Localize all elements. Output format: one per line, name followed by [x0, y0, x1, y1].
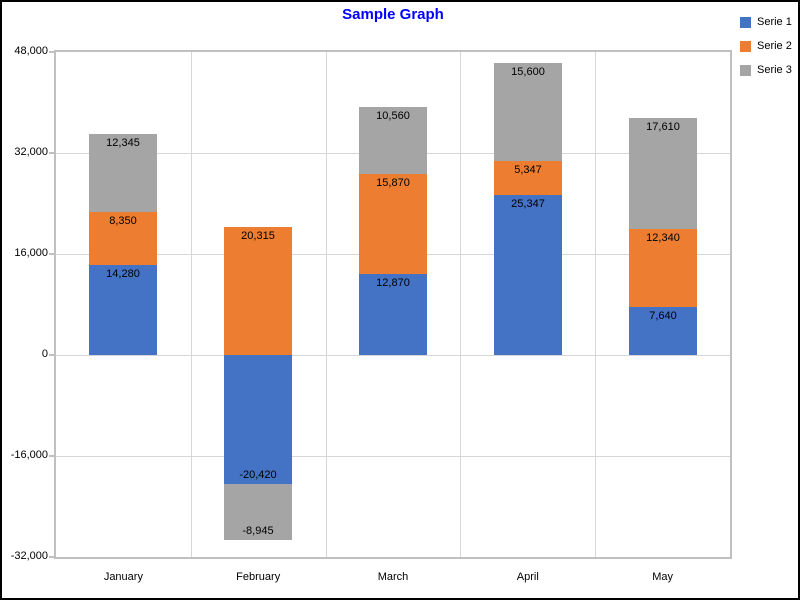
gridline-vertical — [326, 52, 327, 557]
plot-area: 14,280 8,350 12,345 -20,420 20,315 -8,945 12,8… — [54, 50, 732, 559]
y-axis-tick — [49, 354, 54, 356]
gridline-horizontal — [56, 456, 730, 457]
bar-value-label: -8,945 — [242, 525, 274, 538]
bar-value-label: 25,347 — [511, 197, 545, 210]
bar-value-label: 12,340 — [646, 231, 680, 244]
y-axis-tick — [49, 51, 54, 53]
x-axis-label-january: January — [103, 571, 143, 583]
gridline-vertical — [191, 52, 192, 557]
gridline-horizontal — [56, 355, 730, 356]
x-axis-label-february: February — [236, 571, 281, 583]
bar-value-label: 15,600 — [511, 65, 545, 78]
y-axis-label: 48,000 — [14, 45, 48, 57]
bar-segment-serie-1-january — [89, 264, 157, 355]
legend-swatch-serie-3 — [740, 64, 751, 76]
bar-segment-serie-1-april — [494, 194, 562, 355]
bar-segment-serie-1-february — [224, 355, 292, 484]
y-axis-label: 16,000 — [14, 247, 48, 259]
bar-segment-serie-3-march — [359, 106, 427, 174]
y-axis-label: 32,000 — [14, 146, 48, 158]
x-axis-label-march: March — [377, 571, 409, 583]
bar-value-label: 15,870 — [376, 176, 410, 189]
bar-segment-serie-2-february — [224, 226, 292, 355]
bar-value-label: 14,280 — [106, 267, 140, 280]
legend: Serie 1 Serie 2 Serie 3 — [740, 16, 792, 88]
bar-segment-serie-3-april — [494, 62, 562, 162]
gridline-vertical — [460, 52, 461, 557]
bar-value-label: -20,420 — [239, 468, 277, 481]
y-axis-label: -32,000 — [10, 550, 48, 562]
bar-segment-serie-1-march — [359, 273, 427, 355]
bar-value-label: 17,610 — [646, 120, 680, 133]
x-axis-label-may: May — [652, 571, 673, 583]
y-axis-label: -16,000 — [10, 449, 48, 461]
y-axis-label: 0 — [41, 348, 48, 360]
bar-segment-serie-3-may — [629, 117, 697, 229]
bar-segment-serie-1-may — [629, 306, 697, 355]
bar-segment-serie-2-january — [89, 212, 157, 265]
legend-swatch-serie-1 — [740, 16, 751, 28]
bar-segment-serie-2-march — [359, 173, 427, 274]
bar-value-label: 5,347 — [514, 164, 542, 177]
legend-label: Serie 3 — [757, 64, 792, 76]
gridline-vertical — [595, 52, 596, 557]
legend-item-serie-3: Serie 3 — [740, 64, 792, 76]
y-axis-tick — [49, 455, 54, 457]
y-axis-tick — [49, 556, 54, 558]
bar-segment-serie-3-february — [224, 483, 292, 541]
bar-segment-serie-2-may — [629, 228, 697, 307]
chart-title: Sample Graph — [342, 6, 444, 23]
y-axis-tick — [49, 253, 54, 255]
bar-segment-serie-3-january — [89, 134, 157, 213]
bar-value-label: 7,640 — [649, 309, 677, 322]
legend-swatch-serie-2 — [740, 40, 751, 52]
bar-value-label: 8,350 — [109, 215, 137, 228]
y-axis-tick — [49, 152, 54, 154]
bar-value-label: 12,870 — [376, 276, 410, 289]
legend-label: Serie 1 — [757, 16, 792, 28]
legend-label: Serie 2 — [757, 40, 792, 52]
legend-item-serie-1: Serie 1 — [740, 16, 792, 28]
x-axis-label-april: April — [516, 571, 539, 583]
bar-value-label: 12,345 — [106, 137, 140, 150]
bar-value-label: 20,315 — [241, 229, 275, 242]
bar-value-label: 10,560 — [376, 109, 410, 122]
legend-item-serie-2: Serie 2 — [740, 40, 792, 52]
bar-segment-serie-2-april — [494, 161, 562, 195]
